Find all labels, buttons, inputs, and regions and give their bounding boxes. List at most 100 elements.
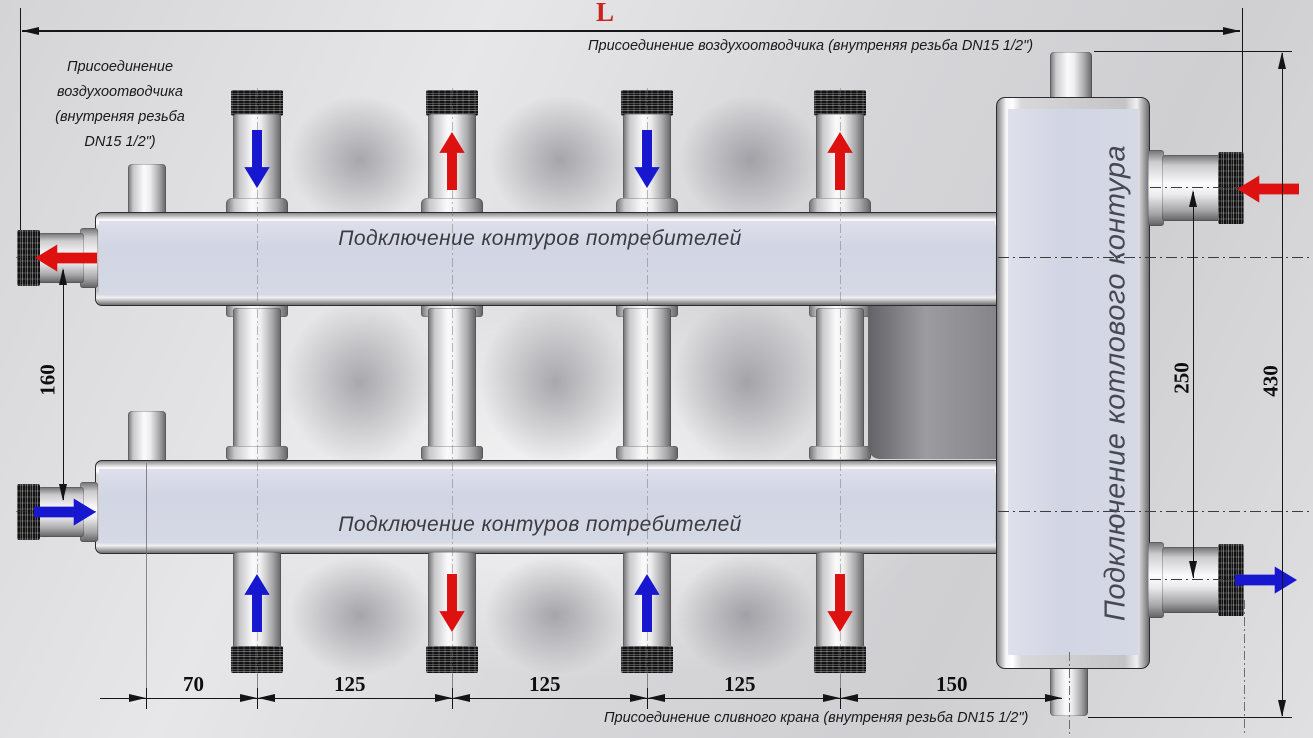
bottom-stub-thread	[621, 646, 673, 673]
centerline-column	[647, 88, 648, 678]
riser-bell	[421, 198, 483, 214]
left-upper-connection-thread	[17, 230, 40, 286]
dim-250-label: 250	[1169, 362, 1194, 394]
connector-bell	[421, 446, 483, 460]
connector-pipe	[623, 308, 671, 454]
right-lower-connection-bell	[1148, 542, 1164, 618]
connector-bell	[616, 446, 678, 460]
background-shadow	[676, 555, 816, 675]
air-vent-stub-lower	[128, 411, 166, 461]
flow-arrow-stub-up-icon	[243, 574, 271, 632]
riser-bell	[809, 198, 871, 214]
flow-arrow-cold-in-left-icon	[34, 497, 96, 527]
dim-chain-tick	[257, 688, 258, 709]
riser-bell	[616, 198, 678, 214]
dim-L-line	[22, 30, 1240, 32]
background-shadow	[290, 95, 430, 225]
centerline-column	[452, 88, 453, 678]
manifold-separator-junction	[868, 304, 996, 459]
riser-bell	[226, 198, 288, 214]
dim-430-arrow-top	[1278, 52, 1286, 69]
dim-160-arrow-bottom	[59, 484, 67, 501]
centerline-column	[840, 88, 841, 678]
bottom-stub-thread	[231, 646, 283, 673]
dim-250-line	[1193, 192, 1194, 578]
dim-430-ref-bottom	[1088, 717, 1292, 718]
riser-thread	[814, 90, 866, 116]
flow-arrow-stub-up-icon	[633, 574, 661, 632]
drain-valve-annotation: Присоединение сливного крана (внутреняя …	[604, 710, 1029, 726]
dim-chain-arrow	[630, 694, 647, 702]
flow-arrow-riser-up-icon	[438, 132, 466, 190]
background-shadow	[485, 555, 625, 675]
annotation-line: воздухоотводчика	[57, 84, 183, 101]
connector-pipe	[233, 308, 281, 454]
dim-chain-arrow	[240, 694, 257, 702]
connector-pipe	[816, 308, 864, 454]
dim-125-label: 125	[724, 672, 756, 696]
dim-chain-arrow	[258, 694, 275, 702]
dim-250-arrow-bottom	[1189, 561, 1197, 578]
dim-chain-line	[100, 698, 1062, 699]
air-vent-annotation-top: Присоединение воздухоотводчика (внутреня…	[588, 38, 1034, 54]
dim-L-arrow-left	[22, 27, 39, 35]
dim-chain-tick	[647, 688, 648, 709]
riser-thread	[426, 90, 478, 116]
connector-bell	[809, 446, 871, 460]
right-upper-connection-bell	[1148, 150, 1164, 226]
dim-chain-arrow	[1045, 694, 1062, 702]
background-shadow	[490, 95, 630, 225]
left-lower-connection-thread	[17, 484, 40, 540]
right-upper-connection-thread	[1218, 152, 1244, 224]
centerline-right-lower-connection	[1150, 579, 1258, 580]
dim-chain-arrow	[435, 694, 452, 702]
centerline-separator-bottom-stub	[1069, 652, 1070, 734]
dim-L-label: L	[596, 0, 615, 27]
flow-arrow-boiler-return-icon	[1235, 564, 1297, 596]
air-vent-stub-top	[128, 164, 166, 214]
dim-L-arrow-right	[1223, 27, 1240, 35]
flow-arrow-riser-down-icon	[633, 130, 661, 188]
lower-manifold-face	[99, 469, 995, 543]
background-shadow	[672, 300, 822, 465]
centerline-upper-manifold-ext	[998, 257, 1313, 258]
dim-chain-arrow	[453, 694, 470, 702]
right-upper-connection-pipe	[1162, 155, 1220, 221]
flow-arrow-boiler-supply-icon	[1237, 173, 1299, 205]
air-vent-annotation-left: Присоединение воздухоотводчика (внутреня…	[40, 58, 200, 152]
dim-160-label: 160	[35, 364, 60, 396]
dim-chain-tick	[146, 688, 147, 709]
dim-430-line	[1282, 53, 1283, 716]
bottom-stub-thread	[814, 646, 866, 673]
bottom-stub-thread	[426, 646, 478, 673]
annotation-line: DN15 1/2")	[84, 134, 156, 151]
lower-manifold-label: Подключение контуров потребителей	[338, 513, 742, 536]
dim-430-ext-top	[1094, 51, 1292, 52]
dim-70-label: 70	[183, 672, 204, 696]
dim-250-arrow-top	[1189, 190, 1197, 207]
centerline-right-upper-connection	[1150, 187, 1258, 188]
flow-arrow-riser-up-icon	[826, 132, 854, 190]
dim-chain-arrow	[129, 694, 146, 702]
background-shadow	[290, 555, 430, 675]
dim-430-label: 430	[1258, 365, 1283, 397]
hydraulic-separator-face	[1008, 109, 1138, 655]
connector-bell	[226, 446, 288, 460]
centerline-lower-manifold-ext	[998, 511, 1313, 512]
dim-chain-arrow	[648, 694, 665, 702]
dim-430-arrow-bottom	[1278, 700, 1286, 717]
centerline-right-extension	[1244, 600, 1245, 736]
dim-chain-tick	[452, 688, 453, 709]
ext-line-vent-stub	[146, 463, 147, 703]
annotation-line: Присоединение	[66, 59, 174, 75]
dim-160-arrow-top	[59, 268, 67, 285]
centerline-column	[257, 88, 258, 678]
dim-chain-arrow	[841, 694, 858, 702]
right-lower-connection-pipe	[1162, 547, 1220, 613]
upper-manifold-face	[99, 221, 995, 295]
flow-arrow-stub-down-icon	[438, 574, 466, 632]
separator-label: Подключение котлового контура	[1099, 144, 1132, 622]
background-shadow	[285, 300, 435, 465]
dim-125-label: 125	[529, 672, 561, 696]
